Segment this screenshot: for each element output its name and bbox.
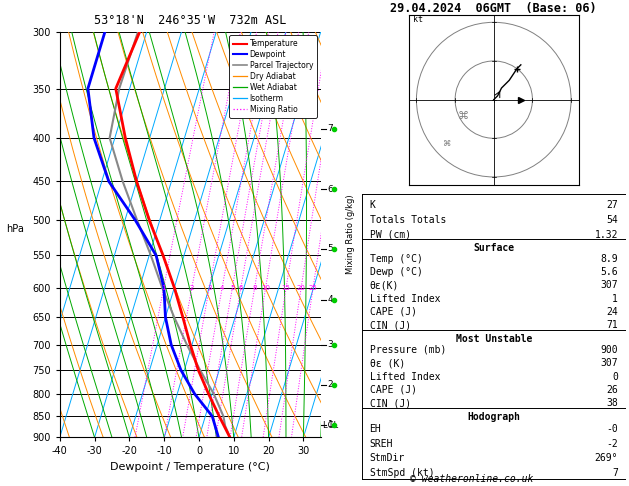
Text: -0: -0 xyxy=(606,424,618,434)
Text: 26: 26 xyxy=(606,385,618,395)
Text: CAPE (J): CAPE (J) xyxy=(370,385,416,395)
Text: SREH: SREH xyxy=(370,439,393,449)
Text: 307: 307 xyxy=(600,358,618,368)
Text: 6: 6 xyxy=(238,285,243,291)
Text: ⌘: ⌘ xyxy=(457,111,469,121)
Text: 10: 10 xyxy=(261,285,270,291)
Text: 1: 1 xyxy=(162,285,166,291)
Text: 8.9: 8.9 xyxy=(600,254,618,264)
Text: 4: 4 xyxy=(220,285,225,291)
Text: Surface: Surface xyxy=(473,243,515,253)
Text: θε (K): θε (K) xyxy=(370,358,405,368)
Text: 1: 1 xyxy=(612,294,618,304)
Text: 29.04.2024  06GMT  (Base: 06): 29.04.2024 06GMT (Base: 06) xyxy=(391,2,597,16)
Text: PW (cm): PW (cm) xyxy=(370,230,411,240)
Text: 71: 71 xyxy=(606,320,618,330)
Text: 900: 900 xyxy=(600,345,618,355)
Text: θε(K): θε(K) xyxy=(370,280,399,290)
Text: 25: 25 xyxy=(309,285,318,291)
Text: 3: 3 xyxy=(328,340,333,349)
Text: 2: 2 xyxy=(190,285,194,291)
Text: 5: 5 xyxy=(230,285,235,291)
Text: StmDir: StmDir xyxy=(370,453,405,464)
Text: © weatheronline.co.uk: © weatheronline.co.uk xyxy=(410,473,533,484)
Text: 8: 8 xyxy=(252,285,257,291)
Text: 27: 27 xyxy=(606,200,618,210)
Text: 20: 20 xyxy=(297,285,306,291)
Text: Lifted Index: Lifted Index xyxy=(370,294,440,304)
Text: Dewp (°C): Dewp (°C) xyxy=(370,267,423,277)
Text: ⌘: ⌘ xyxy=(443,139,452,148)
Text: 307: 307 xyxy=(600,280,618,290)
Text: StmSpd (kt): StmSpd (kt) xyxy=(370,469,434,478)
Text: 1: 1 xyxy=(328,420,333,429)
Text: 38: 38 xyxy=(606,398,618,408)
Legend: Temperature, Dewpoint, Parcel Trajectory, Dry Adiabat, Wet Adiabat, Isotherm, Mi: Temperature, Dewpoint, Parcel Trajectory… xyxy=(229,35,317,118)
Text: 2: 2 xyxy=(328,380,333,389)
Text: 15: 15 xyxy=(282,285,291,291)
Text: 7: 7 xyxy=(328,124,333,133)
Text: 53°18'N  246°35'W  732m ASL: 53°18'N 246°35'W 732m ASL xyxy=(94,14,286,27)
Text: 4: 4 xyxy=(328,295,333,304)
Text: CAPE (J): CAPE (J) xyxy=(370,307,416,317)
Text: Pressure (mb): Pressure (mb) xyxy=(370,345,446,355)
X-axis label: Dewpoint / Temperature (°C): Dewpoint / Temperature (°C) xyxy=(110,462,270,472)
Text: Mixing Ratio (g/kg): Mixing Ratio (g/kg) xyxy=(346,195,355,274)
Text: 5.6: 5.6 xyxy=(600,267,618,277)
Y-axis label: hPa: hPa xyxy=(6,225,25,234)
Text: Hodograph: Hodograph xyxy=(467,412,520,422)
Text: 1.32: 1.32 xyxy=(594,230,618,240)
Text: 269°: 269° xyxy=(594,453,618,464)
Text: 7: 7 xyxy=(612,469,618,478)
Text: CIN (J): CIN (J) xyxy=(370,320,411,330)
Text: 24: 24 xyxy=(606,307,618,317)
Text: 0: 0 xyxy=(612,372,618,382)
Text: 54: 54 xyxy=(606,215,618,225)
Text: 6: 6 xyxy=(328,185,333,194)
Text: Totals Totals: Totals Totals xyxy=(370,215,446,225)
Text: Temp (°C): Temp (°C) xyxy=(370,254,423,264)
Text: Lifted Index: Lifted Index xyxy=(370,372,440,382)
Text: -2: -2 xyxy=(606,439,618,449)
Text: K: K xyxy=(370,200,376,210)
Text: EH: EH xyxy=(370,424,381,434)
Text: kt: kt xyxy=(413,16,423,24)
Text: CIN (J): CIN (J) xyxy=(370,398,411,408)
Text: 3: 3 xyxy=(207,285,211,291)
Text: Most Unstable: Most Unstable xyxy=(455,334,532,344)
Text: 5: 5 xyxy=(328,244,333,253)
Text: -LCL: -LCL xyxy=(321,421,339,430)
